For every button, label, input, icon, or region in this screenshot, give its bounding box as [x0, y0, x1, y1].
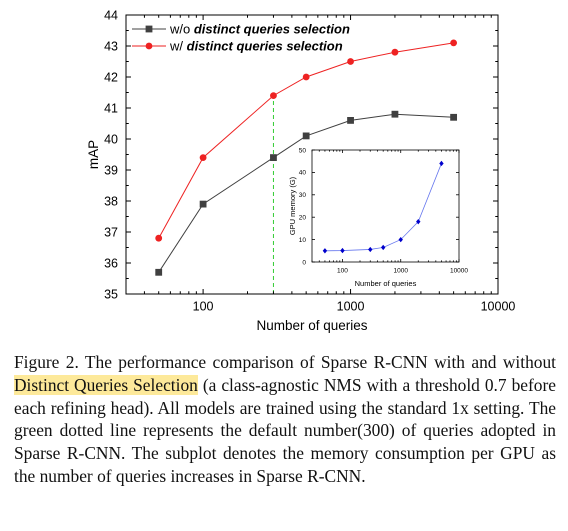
main-y-tick-label: 44	[104, 9, 118, 23]
figure-caption: Figure 2. The performance comparison of …	[14, 351, 556, 488]
inset-series-0-point	[368, 246, 373, 253]
main-series-0-point	[155, 268, 163, 276]
main-series-0-point	[270, 154, 277, 161]
inset-plot-frame	[311, 149, 460, 263]
main-series-0-point	[450, 113, 458, 121]
inset-series-0-point	[380, 244, 386, 251]
caption-text-start: Figure 2. The performance comparison of …	[14, 352, 556, 372]
legend-swatch-marker	[145, 25, 153, 33]
inset-y-axis-label: GPU memory (G)	[288, 176, 297, 235]
main-series-1-point	[302, 73, 310, 81]
main-series-1-point	[347, 58, 354, 65]
inset-series-0-point	[340, 247, 345, 254]
inset-y-tick-label: 0	[302, 259, 306, 266]
main-series-1-point	[450, 39, 458, 47]
main-series-1-point	[391, 48, 399, 56]
main-y-tick-label: 37	[104, 226, 118, 240]
inset-plot-background	[312, 150, 459, 262]
main-y-tick-label: 41	[104, 102, 118, 116]
inset-x-axis-label: Number of queries	[355, 279, 417, 288]
main-series-0-point	[391, 110, 399, 118]
inset-y-tick-label: 30	[299, 192, 307, 199]
inset-x-tick-label: 1000	[393, 268, 408, 275]
inset-series-0-point	[439, 160, 444, 167]
gpu-memory-inset-chart: 0 10 20 30 40 50 100 1000 10000 Number of queries…	[288, 147, 468, 288]
main-x-tick-label: 100	[193, 300, 214, 314]
inset-y-tick-label: 50	[299, 147, 307, 154]
inset-series-0-point	[322, 248, 328, 254]
caption-highlight: Distinct Queries Selection	[14, 374, 198, 395]
inset-x-tick-label: 100	[337, 268, 348, 275]
main-series-0-point	[347, 117, 354, 124]
main-y-tick-label: 43	[104, 40, 118, 54]
legend: w/o distinct queries selection w/ distinc…	[132, 22, 350, 54]
main-series-1-point	[199, 154, 207, 162]
inset-series-0-point	[398, 236, 403, 243]
legend-entry-1: w/ distinct queries selection	[169, 39, 343, 54]
main-series-0-point	[302, 132, 310, 140]
main-y-tick-label: 38	[104, 195, 118, 209]
main-y-tick-label: 39	[104, 164, 118, 178]
inset-y-tick-label: 20	[299, 215, 307, 222]
main-y-tick-label: 35	[104, 288, 118, 302]
main-x-tick-label: 10000	[481, 300, 516, 314]
legend-entry-0: w/o distinct queries selection	[169, 22, 350, 37]
caption-text-end: (a class-agnostic NMS with a threshold 0…	[14, 374, 556, 486]
main-y-tick-label: 40	[104, 133, 118, 147]
inset-x-tick-label: 10000	[450, 268, 468, 275]
main-series-0-point	[199, 200, 207, 208]
inset-y-tick-label: 40	[299, 170, 307, 177]
main-y-tick-label: 42	[104, 71, 118, 85]
main-y-tick-label: 36	[104, 257, 118, 271]
main-plot-frame	[125, 14, 499, 295]
inset-series-0-point	[416, 219, 421, 225]
main-series-1-point	[270, 92, 277, 99]
main-x-tick-label: 1000	[337, 300, 365, 314]
main-series-1-point	[155, 234, 163, 242]
main-x-axis-label: Number of queries	[256, 318, 367, 333]
inset-y-tick-label: 10	[299, 237, 307, 244]
main-y-axis-label: mAP	[86, 140, 101, 169]
legend-swatch-marker	[145, 42, 153, 50]
